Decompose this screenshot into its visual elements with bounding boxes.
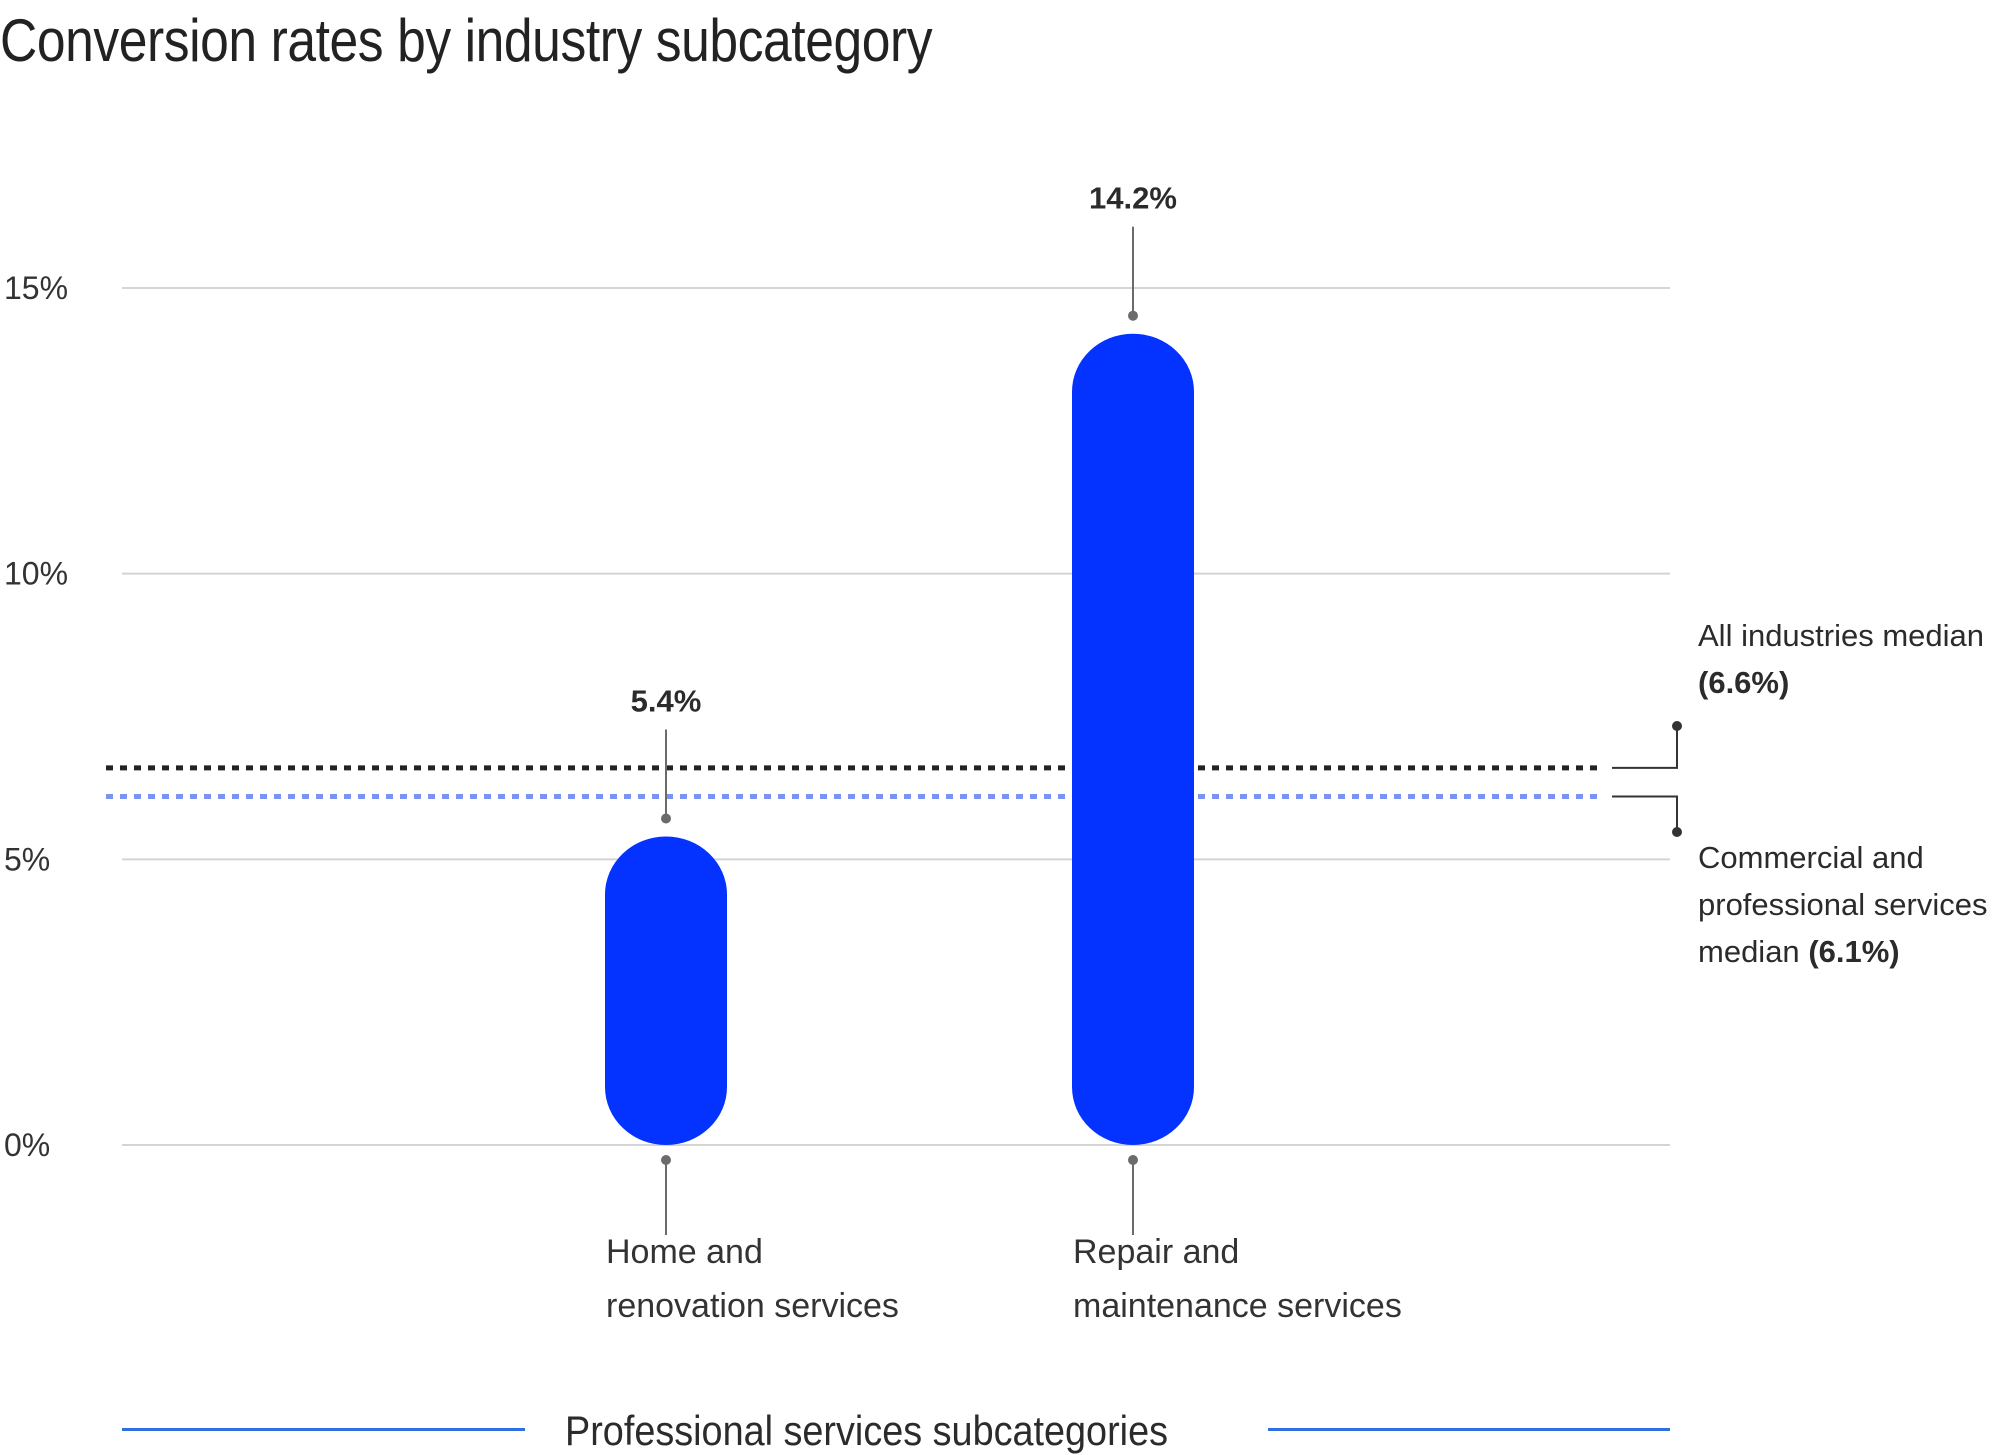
commercial-median-label-line3: median xyxy=(1698,934,1800,969)
y-tick-label: 10% xyxy=(4,556,68,592)
chart-title: Conversion rates by industry subcategory xyxy=(0,7,933,74)
commercial-median-annotation: Commercial and professional services med… xyxy=(1698,834,1987,975)
commercial-median-label-line1: Commercial and xyxy=(1698,840,1924,875)
data-label: 14.2% xyxy=(1089,181,1177,216)
x-tick-label: maintenance services xyxy=(1073,1287,1402,1325)
all-industries-median-annotation: All industries median (6.6%) xyxy=(1698,612,1984,706)
data-label: 5.4% xyxy=(631,683,702,718)
x-group-rule-right xyxy=(1268,1428,1670,1431)
bar xyxy=(1072,333,1194,1145)
commercial-connector xyxy=(1612,795,1678,832)
commercial-median-value: (6.1%) xyxy=(1808,934,1900,969)
y-tick-label: 0% xyxy=(4,1127,50,1163)
x-tick-label: renovation services xyxy=(606,1287,899,1325)
all-industries-median-value: (6.6%) xyxy=(1698,665,1790,700)
bar xyxy=(605,836,727,1145)
x-axis-label: Professional services subcategories xyxy=(565,1407,1168,1454)
all-industries-median-label: All industries median xyxy=(1698,618,1985,653)
value-leader-dot xyxy=(661,813,671,824)
y-tick-label: 15% xyxy=(4,270,68,306)
x-tick-label: Home and xyxy=(606,1233,763,1271)
x-group-rule-left xyxy=(122,1428,525,1431)
value-leader-dot xyxy=(1128,310,1138,321)
y-tick-label: 5% xyxy=(4,841,50,877)
all-industries-connector xyxy=(1612,726,1678,769)
commercial-connector-dot xyxy=(1672,827,1682,837)
commercial-median-label-line2: professional services xyxy=(1698,887,1988,922)
all-industries-connector-dot xyxy=(1672,721,1682,731)
x-tick-label: Repair and xyxy=(1073,1233,1239,1271)
